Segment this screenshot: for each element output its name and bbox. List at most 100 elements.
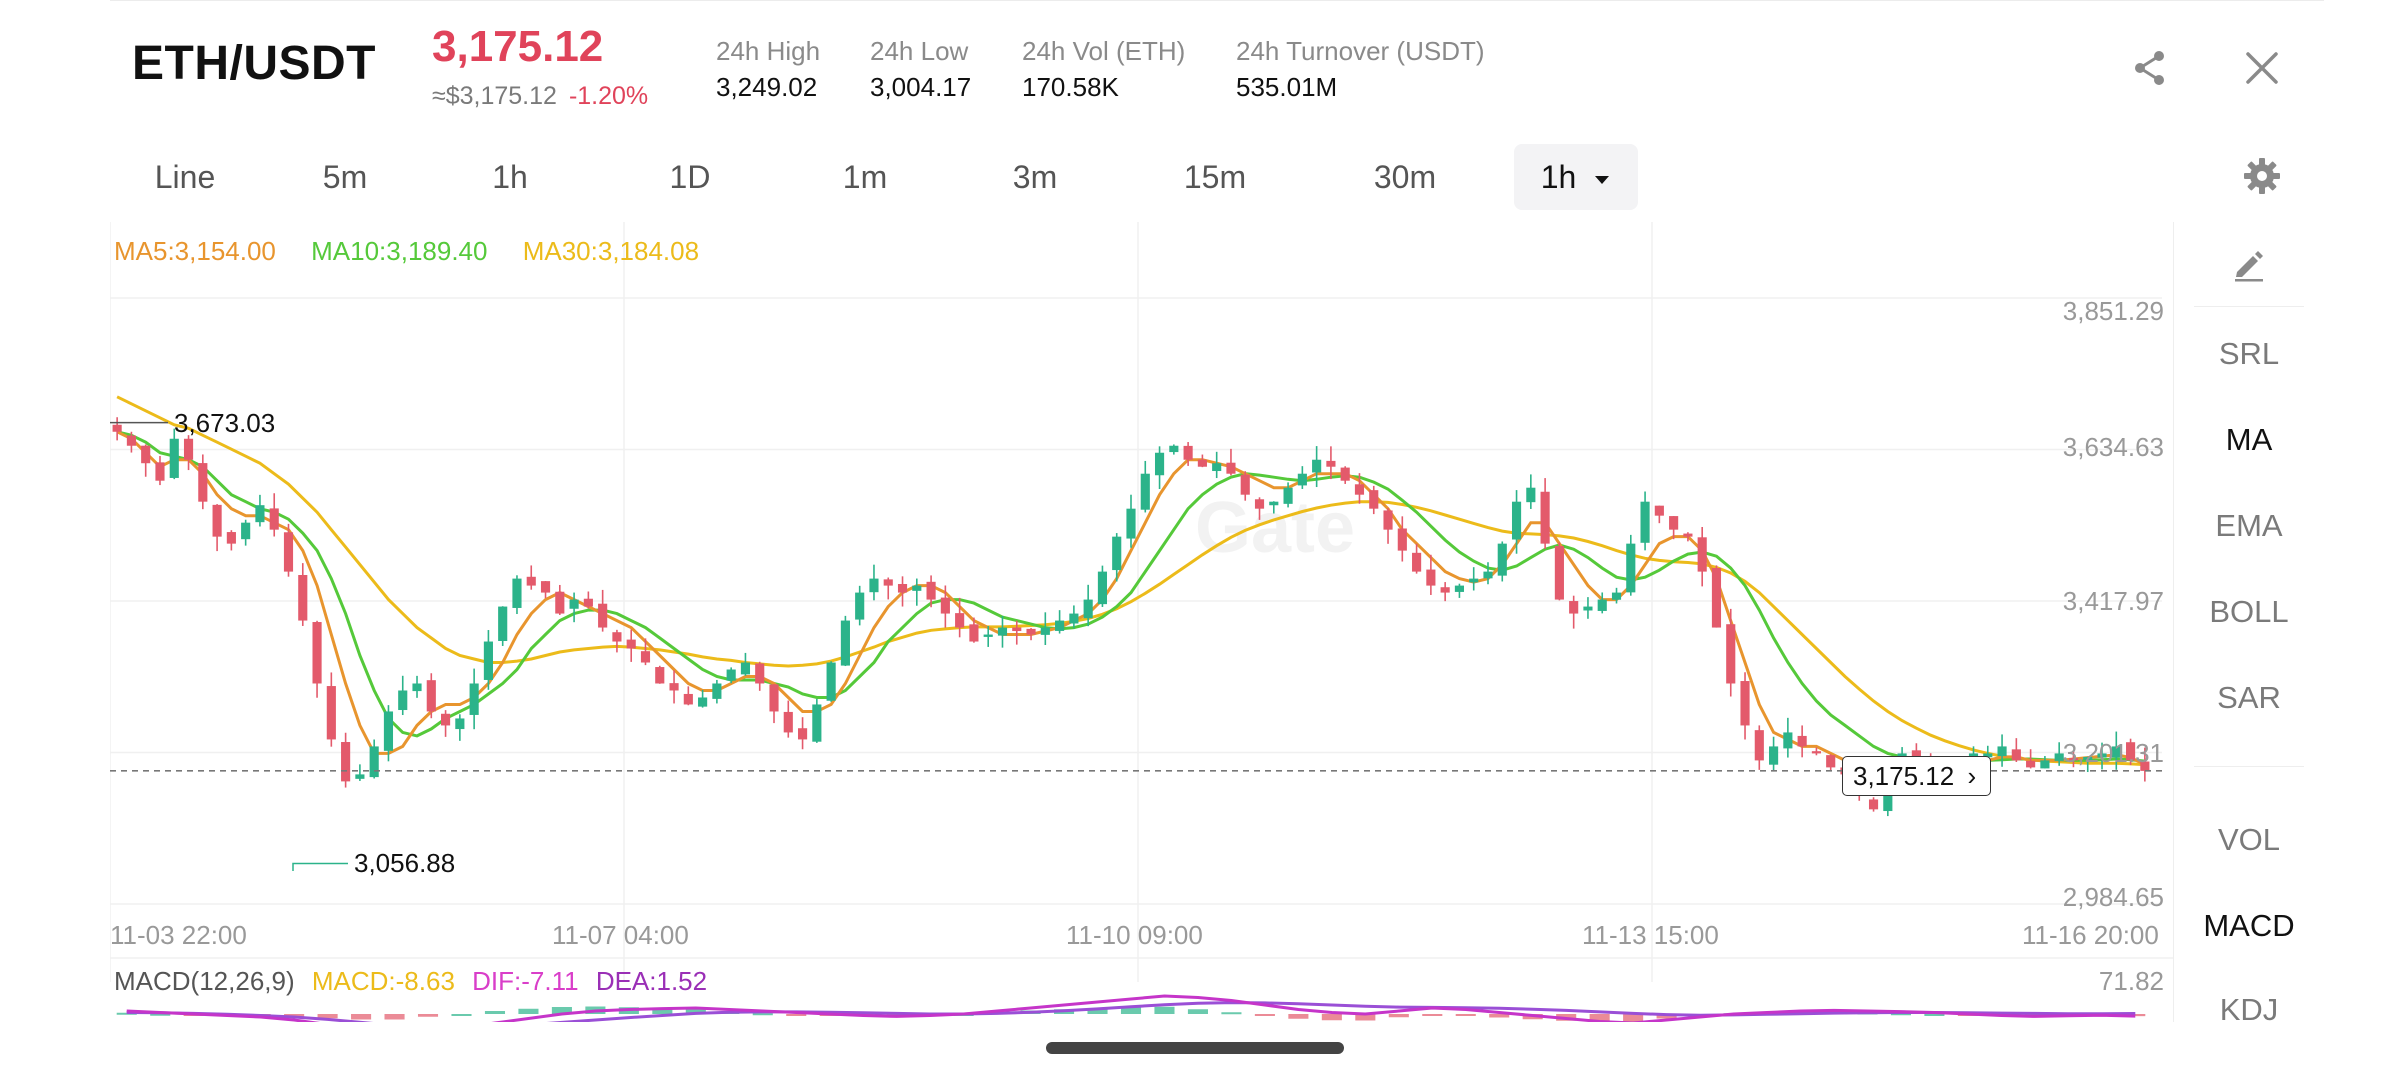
candle-body [555, 591, 565, 614]
indicator-kdj[interactable]: KDJ [2219, 992, 2279, 1022]
candle-body [1569, 601, 1579, 614]
candle-body [1469, 578, 1479, 583]
candle-body [640, 651, 651, 663]
stat-label-high: 24h High [716, 36, 821, 66]
candle-body [2097, 753, 2107, 758]
candle-body [455, 718, 465, 730]
candle-body [512, 578, 522, 608]
candle-body [1769, 746, 1779, 765]
candle-body [426, 680, 436, 712]
x-tick-label: 11-03 22:00 [110, 920, 247, 950]
tab-active-interval[interactable]: 1h [1514, 144, 1638, 210]
candle-body [955, 613, 965, 628]
indicator-vol[interactable]: VOL [2217, 822, 2281, 857]
macd-bar [1589, 1014, 1610, 1022]
candle-body [2011, 749, 2021, 761]
macd-bar [1924, 1014, 1945, 1016]
last-price-tag[interactable]: 3,175.12 › [1842, 756, 1992, 796]
candle-body [298, 575, 308, 621]
candle-body [1997, 746, 2007, 757]
close-button[interactable] [2238, 44, 2286, 92]
candle-body [1683, 533, 1693, 537]
candle-body [2111, 746, 2121, 758]
macd-bar [417, 1014, 439, 1017]
candle-body [698, 697, 708, 707]
candle-body [1126, 508, 1136, 539]
candle-body [1554, 546, 1564, 600]
candle-body [283, 532, 294, 572]
ma10-line [116, 430, 2146, 763]
x-tick-label: 11-13 15:00 [1582, 920, 1719, 950]
indicator-macd[interactable]: MACD [2203, 908, 2295, 943]
tab-3m[interactable]: 3m [1012, 159, 1058, 195]
candle-body [526, 576, 536, 586]
candle-body [226, 532, 236, 544]
candle-body [726, 669, 736, 681]
stat-value-low: 3,004.17 [870, 72, 972, 102]
candle-body [198, 463, 208, 502]
low-marker-line [292, 862, 348, 871]
macd-bar [1355, 1014, 1376, 1021]
candle-body [269, 508, 279, 530]
candle-body [769, 684, 779, 712]
tab-5m[interactable]: 5m [322, 159, 368, 195]
macd-bar [351, 1014, 372, 1020]
y-tick-label: 2,984.65 [2062, 882, 2164, 912]
macd-title: MACD(12,26,9) [114, 966, 295, 996]
candle-body [926, 581, 936, 600]
candle-body [183, 438, 194, 460]
candle-body [1669, 516, 1679, 530]
tab-15m[interactable]: 15m [1183, 159, 1247, 195]
home-indicator[interactable] [1046, 1042, 1344, 1054]
macd-bar [1288, 1014, 1309, 1019]
y-tick-label: 3,417.97 [2062, 586, 2164, 616]
candle-body [1883, 781, 1893, 812]
macd-bar [551, 1007, 572, 1014]
draw-tool-button[interactable] [2225, 240, 2273, 288]
low-annotation: 3,056.88 [354, 848, 456, 878]
indicator-boll[interactable]: BOLL [2209, 594, 2289, 629]
active-interval-label: 1h [1540, 159, 1577, 195]
indicator-srl[interactable]: SRL [2218, 336, 2280, 371]
tab-30m[interactable]: 30m [1373, 159, 1437, 195]
candle-body [441, 713, 451, 726]
candlestick-chart[interactable]: Gate [109, 222, 2324, 1034]
indicator-ma[interactable]: MA [2225, 422, 2273, 457]
stat-value-high: 3,249.02 [716, 72, 818, 102]
candle-body [1611, 592, 1622, 600]
indicator-sar[interactable]: SAR [2217, 680, 2281, 715]
fiat-price: ≈$3,175.12 [432, 82, 557, 110]
chart-settings-button[interactable] [2238, 152, 2286, 200]
indicator-ema[interactable]: EMA [2215, 508, 2283, 543]
timeframe-tabs: Line 5m 1h 1D 1m 3m 15m 30m 1h [110, 144, 1910, 210]
candle-body [412, 683, 422, 692]
candle-body [1112, 536, 1122, 571]
ma30-line [116, 395, 2145, 767]
legend-ma30: MA30:3,184.08 [522, 236, 700, 266]
candle-body [1640, 501, 1650, 543]
macd-bar [1623, 1014, 1644, 1022]
candle-body [626, 639, 636, 649]
candle-body [1083, 599, 1093, 619]
gear-icon [2244, 158, 2280, 194]
tab-1m[interactable]: 1m [842, 159, 888, 195]
tab-1d[interactable]: 1D [669, 159, 711, 195]
candle-body [255, 505, 265, 523]
chart-area[interactable]: Gate MA5:3,154.00 MA10:3,189.40 MA30:3,1… [109, 222, 2324, 1034]
macd-bar [384, 1014, 405, 1020]
candle-body [869, 578, 879, 593]
tab-line[interactable]: Line [154, 159, 216, 195]
macd-legend: MACD(12,26,9) MACD:-8.63 DIF:-7.11 DEA:1… [114, 966, 707, 997]
candle-body [1783, 732, 1793, 749]
candle-body [1868, 799, 1879, 810]
candle-body [1497, 543, 1507, 576]
candle-body [1169, 445, 1179, 453]
candle-body [683, 693, 693, 705]
tab-1h[interactable]: 1h [492, 159, 528, 195]
macd-bar [1187, 1009, 1208, 1014]
candle-body [598, 603, 608, 628]
price-change: -1.20% [568, 82, 649, 110]
stat-label-vol: 24h Vol (ETH) [1022, 36, 1186, 66]
share-button[interactable] [2126, 44, 2174, 92]
pair-title: ETH/USDT [132, 37, 376, 90]
